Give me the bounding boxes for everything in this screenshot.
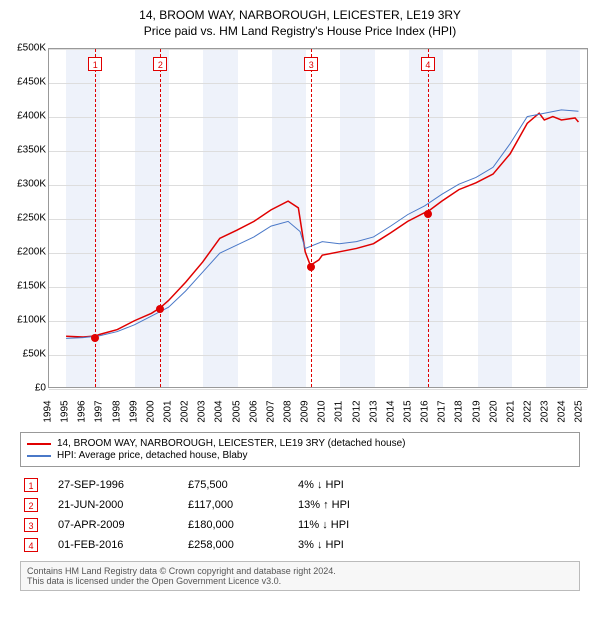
y-axis-label: £300K (17, 179, 46, 190)
legend: 14, BROOM WAY, NARBOROUGH, LEICESTER, LE… (20, 432, 580, 467)
x-axis-label: 1995 (60, 400, 71, 422)
marker-label: 2 (153, 57, 167, 71)
tx-date: 21-JUN-2000 (58, 499, 168, 511)
x-axis-label: 2025 (574, 400, 585, 422)
tx-number: 2 (24, 498, 38, 512)
tx-number: 4 (24, 538, 38, 552)
x-axis-label: 2006 (248, 400, 259, 422)
tx-delta: 13% ↑ HPI (298, 499, 408, 511)
tx-number: 1 (24, 478, 38, 492)
x-axis-label: 2013 (368, 400, 379, 422)
x-axis-label: 2024 (557, 400, 568, 422)
x-axis-label: 1998 (111, 400, 122, 422)
tx-price: £117,000 (188, 499, 278, 511)
marker-label: 1 (88, 57, 102, 71)
x-axis-label: 2017 (437, 400, 448, 422)
legend-item: 14, BROOM WAY, NARBOROUGH, LEICESTER, LE… (27, 438, 573, 449)
tx-delta: 3% ↓ HPI (298, 539, 408, 551)
x-axis-label: 2009 (300, 400, 311, 422)
tx-number: 3 (24, 518, 38, 532)
x-axis-label: 2015 (403, 400, 414, 422)
legend-swatch (27, 455, 51, 457)
x-axis-label: 2020 (488, 400, 499, 422)
footnote-line1: Contains HM Land Registry data © Crown c… (27, 566, 573, 576)
tx-date: 27-SEP-1996 (58, 479, 168, 491)
y-axis-label: £400K (17, 111, 46, 122)
x-axis-label: 1996 (77, 400, 88, 422)
transaction-row: 1 27-SEP-1996 £75,500 4% ↓ HPI (20, 475, 580, 495)
x-axis-label: 2007 (265, 400, 276, 422)
marker-label: 4 (421, 57, 435, 71)
x-axis-label: 2002 (180, 400, 191, 422)
x-axis-label: 2019 (471, 400, 482, 422)
tx-price: £180,000 (188, 519, 278, 531)
title-line2: Price paid vs. HM Land Registry's House … (10, 24, 590, 38)
x-axis-label: 2010 (317, 400, 328, 422)
y-axis-label: £50K (23, 349, 46, 360)
marker-dot (307, 263, 315, 271)
chart-svg (49, 49, 587, 387)
y-axis-label: £150K (17, 281, 46, 292)
x-axis-label: 2023 (540, 400, 551, 422)
marker-dot (156, 305, 164, 313)
marker-dot (91, 334, 99, 342)
x-axis-label: 2003 (197, 400, 208, 422)
tx-delta: 11% ↓ HPI (298, 519, 408, 531)
x-axis-label: 2016 (420, 400, 431, 422)
legend-item: HPI: Average price, detached house, Blab… (27, 450, 573, 461)
y-axis-label: £450K (17, 77, 46, 88)
x-axis-label: 2018 (454, 400, 465, 422)
y-axis-label: £250K (17, 213, 46, 224)
chart-area: 1 2 3 4 £0 £50K £100K £150K £200K £250K £300K £350… (10, 44, 590, 424)
legend-label: HPI: Average price, detached house, Blab… (57, 450, 248, 461)
x-axis-label: 2004 (214, 400, 225, 422)
x-axis-label: 2011 (334, 401, 345, 423)
tx-price: £75,500 (188, 479, 278, 491)
tx-price: £258,000 (188, 539, 278, 551)
tx-date: 01-FEB-2016 (58, 539, 168, 551)
title-line1: 14, BROOM WAY, NARBOROUGH, LEICESTER, LE… (10, 8, 590, 22)
x-axis-label: 2005 (231, 400, 242, 422)
x-axis-label: 2022 (523, 400, 534, 422)
x-axis-label: 2000 (145, 400, 156, 422)
y-axis-label: £200K (17, 247, 46, 258)
tx-date: 07-APR-2009 (58, 519, 168, 531)
transaction-row: 4 01-FEB-2016 £258,000 3% ↓ HPI (20, 535, 580, 555)
legend-label: 14, BROOM WAY, NARBOROUGH, LEICESTER, LE… (57, 438, 405, 449)
y-axis-label: £350K (17, 145, 46, 156)
y-axis-label: £100K (17, 315, 46, 326)
x-axis-label: 2014 (385, 400, 396, 422)
marker-label: 3 (304, 57, 318, 71)
title-block: 14, BROOM WAY, NARBOROUGH, LEICESTER, LE… (10, 8, 590, 38)
footnote-line2: This data is licensed under the Open Gov… (27, 576, 573, 586)
chart-container: 14, BROOM WAY, NARBOROUGH, LEICESTER, LE… (0, 0, 600, 599)
plot-area: 1 2 3 4 (48, 48, 588, 388)
footnote: Contains HM Land Registry data © Crown c… (20, 561, 580, 591)
x-axis-label: 1999 (128, 400, 139, 422)
transaction-row: 2 21-JUN-2000 £117,000 13% ↑ HPI (20, 495, 580, 515)
x-axis-label: 1994 (43, 400, 54, 422)
x-axis-label: 2012 (351, 400, 362, 422)
tx-delta: 4% ↓ HPI (298, 479, 408, 491)
x-axis-label: 1997 (94, 400, 105, 422)
x-axis-label: 2008 (283, 400, 294, 422)
y-axis-label: £0 (35, 383, 46, 394)
x-axis-label: 2001 (163, 400, 174, 422)
y-axis-label: £500K (17, 43, 46, 54)
legend-swatch (27, 443, 51, 445)
transactions-table: 1 27-SEP-1996 £75,500 4% ↓ HPI 2 21-JUN-2000 £… (20, 475, 580, 555)
x-axis-label: 2021 (505, 400, 516, 422)
transaction-row: 3 07-APR-2009 £180,000 11% ↓ HPI (20, 515, 580, 535)
marker-dot (424, 210, 432, 218)
